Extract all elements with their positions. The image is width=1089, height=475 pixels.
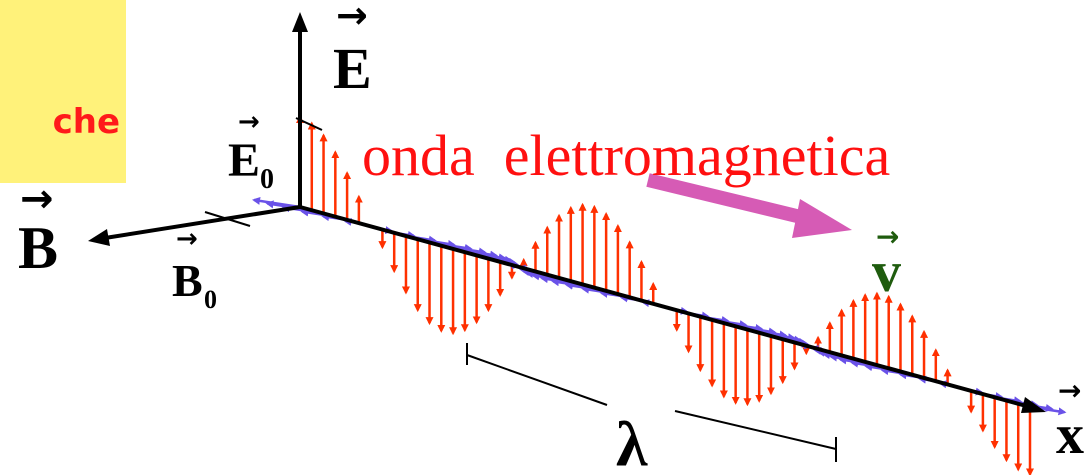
velocity-arrow xyxy=(646,173,852,238)
wavelength-label: λ xyxy=(616,408,648,475)
b-axis xyxy=(104,205,301,240)
x-axis-label: x xyxy=(1056,404,1084,466)
x-axis-label-vector-arrow: → xyxy=(1058,374,1081,407)
electric-field-wave xyxy=(296,115,1034,475)
e-axis-label: E xyxy=(333,36,372,101)
wavelength-indicator xyxy=(466,343,837,462)
b0-label: B xyxy=(172,255,203,306)
b0-subscript: 0 xyxy=(204,285,217,314)
b0-label-vector-arrow: → xyxy=(176,224,198,254)
b-axis-arrowhead xyxy=(88,229,110,246)
e0-subscript: 0 xyxy=(260,164,274,195)
b-axis-label-vector-arrow: → xyxy=(20,176,54,222)
e0-tick xyxy=(295,117,323,131)
title: onda elettromagnetica xyxy=(362,123,890,188)
x-axis-arrowhead xyxy=(1021,397,1046,413)
b0-tick xyxy=(204,211,251,227)
e0-label: E xyxy=(228,134,260,187)
axes xyxy=(88,12,1046,413)
b-field-vector xyxy=(252,196,301,209)
e-axis-label-vector-arrow: → xyxy=(336,0,368,37)
partial-heading-text: che xyxy=(52,102,120,142)
b-axis-label: B xyxy=(18,215,58,281)
e-axis-arrowhead xyxy=(292,12,308,32)
e0-label-vector-arrow: → xyxy=(238,107,260,137)
x-axis xyxy=(299,205,1031,409)
highlight-box: che xyxy=(0,0,126,183)
velocity-label-vector-arrow: → xyxy=(876,220,899,253)
velocity-label: v xyxy=(872,239,901,304)
